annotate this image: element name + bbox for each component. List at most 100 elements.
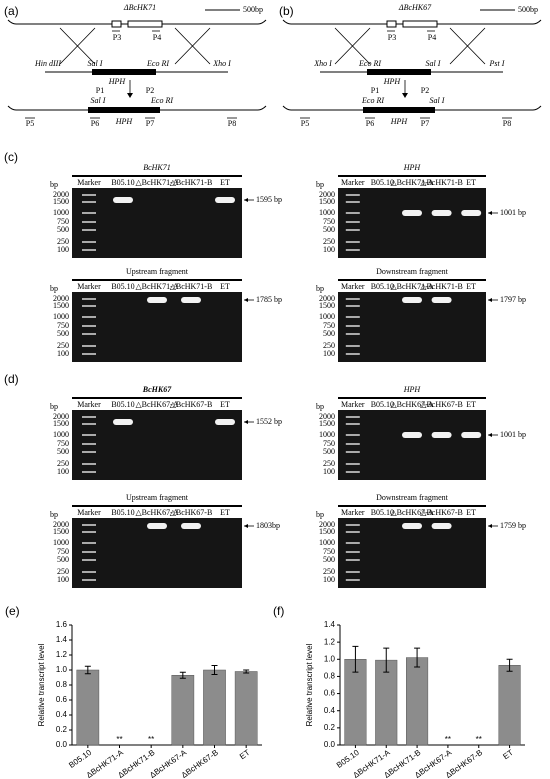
ladder-label: 100 bbox=[323, 245, 335, 254]
primer-label: P3 bbox=[388, 33, 396, 42]
primer-label: P4 bbox=[428, 33, 436, 42]
site-label: Eco RI bbox=[146, 59, 169, 68]
x-tick-label: B05.10 bbox=[335, 748, 361, 770]
primer-label: P2 bbox=[146, 86, 154, 95]
lane-label: △BcHK67-A bbox=[390, 508, 433, 517]
ladder-band bbox=[82, 212, 96, 214]
dna-band bbox=[113, 197, 133, 203]
ladder-band bbox=[82, 434, 96, 436]
lane-label: B05.10 bbox=[371, 282, 394, 291]
ladder-label: 500 bbox=[323, 329, 335, 338]
hph-label: HPH bbox=[383, 77, 402, 86]
arrow-head bbox=[244, 524, 248, 528]
crossover bbox=[59, 27, 96, 65]
ladder-label: 1000 bbox=[319, 430, 335, 439]
gel-title: Upstream fragment bbox=[126, 493, 189, 502]
ladder-band bbox=[345, 298, 360, 300]
lane-label: △BcHK71-A bbox=[135, 178, 178, 187]
dna-band bbox=[461, 210, 482, 216]
band-size: 1803bp bbox=[256, 521, 280, 530]
ladder-band bbox=[82, 542, 96, 544]
ladder-band bbox=[345, 423, 360, 425]
scale-label: 500bp bbox=[243, 5, 263, 14]
lane-label: △BcHK67-A bbox=[135, 400, 178, 409]
error-bar bbox=[414, 647, 421, 668]
ladder-label: 500 bbox=[323, 555, 335, 564]
band-size: 1759 bp bbox=[500, 521, 526, 530]
ladder-unit: bp bbox=[316, 180, 324, 189]
gene-box bbox=[111, 20, 122, 28]
ladder-band bbox=[82, 524, 96, 526]
primer-label: P5 bbox=[301, 119, 309, 128]
hph-label: HPH bbox=[390, 117, 409, 126]
significance: ** bbox=[116, 735, 122, 744]
lane-label: △BcHK67-B bbox=[170, 400, 213, 409]
ladder-band bbox=[345, 463, 360, 465]
ladder-band bbox=[82, 551, 96, 553]
ladder-label: 250 bbox=[57, 567, 69, 576]
ladder-band bbox=[345, 471, 360, 473]
bar bbox=[498, 665, 521, 746]
ladder-label: 500 bbox=[57, 329, 69, 338]
error-bar bbox=[179, 671, 186, 679]
ladder-band bbox=[82, 451, 96, 453]
ladder-unit: bp bbox=[316, 510, 324, 519]
gel bbox=[72, 292, 242, 362]
lane-label: △BcHK67-A bbox=[135, 508, 178, 517]
primer-label: P2 bbox=[421, 86, 429, 95]
ladder-label: 1500 bbox=[53, 527, 69, 536]
dna-band bbox=[402, 432, 422, 438]
ladder-band bbox=[345, 416, 360, 418]
primer-label: P3 bbox=[113, 33, 121, 42]
lane-label: △BcHK71-A bbox=[390, 282, 433, 291]
gel bbox=[338, 518, 486, 588]
ladder-label: 1000 bbox=[319, 538, 335, 547]
ladder-band bbox=[345, 559, 360, 561]
bar bbox=[76, 669, 100, 746]
gel-title: Downstream fragment bbox=[376, 493, 449, 502]
y-tick-label: 0.6 bbox=[56, 695, 68, 704]
ladder-band bbox=[345, 345, 360, 347]
gel bbox=[338, 292, 486, 362]
dna-band bbox=[402, 523, 422, 529]
ladder-band bbox=[345, 531, 360, 533]
ladder-band bbox=[82, 531, 96, 533]
primer-label: P8 bbox=[228, 119, 236, 128]
ladder-band bbox=[345, 305, 360, 307]
ladder-band bbox=[82, 345, 96, 347]
ladder-label: 1000 bbox=[53, 430, 69, 439]
ladder-label: 1500 bbox=[319, 419, 335, 428]
ladder-band bbox=[345, 571, 360, 573]
arrow-head bbox=[127, 93, 133, 98]
ladder-band bbox=[82, 316, 96, 318]
lane-label: B05.10 bbox=[371, 400, 394, 409]
y-tick-label: 0.0 bbox=[56, 740, 68, 749]
arrow-head bbox=[488, 298, 492, 302]
ladder-band bbox=[82, 249, 96, 251]
site-label: Pst I bbox=[489, 59, 505, 68]
ladder-band bbox=[82, 305, 96, 307]
ladder-band bbox=[345, 451, 360, 453]
ladder-unit: bp bbox=[316, 284, 324, 293]
ladder-unit: bp bbox=[316, 402, 324, 411]
lane-label: Marker bbox=[77, 508, 101, 517]
dna-band bbox=[402, 297, 422, 303]
lane-label: B05.10 bbox=[111, 508, 134, 517]
lane-label: ET bbox=[220, 282, 230, 291]
y-tick-label: 1.0 bbox=[324, 654, 336, 663]
ladder-band bbox=[82, 333, 96, 335]
gene-label: ΔBcHK71 bbox=[123, 3, 156, 12]
crossover bbox=[449, 27, 486, 65]
y-tick-label: 0.6 bbox=[324, 689, 336, 698]
hph-label: HPH bbox=[108, 77, 127, 86]
primer-label: P5 bbox=[26, 119, 34, 128]
ladder-label: 250 bbox=[57, 459, 69, 468]
lane-label: ET bbox=[466, 178, 476, 187]
hph-cassette bbox=[367, 69, 431, 75]
crossover bbox=[334, 27, 371, 65]
ladder-label: 750 bbox=[323, 217, 335, 226]
panel-label: (c) bbox=[4, 150, 18, 164]
lane-label: Marker bbox=[77, 400, 101, 409]
ladder-label: 500 bbox=[323, 447, 335, 456]
dna-band bbox=[147, 523, 167, 529]
